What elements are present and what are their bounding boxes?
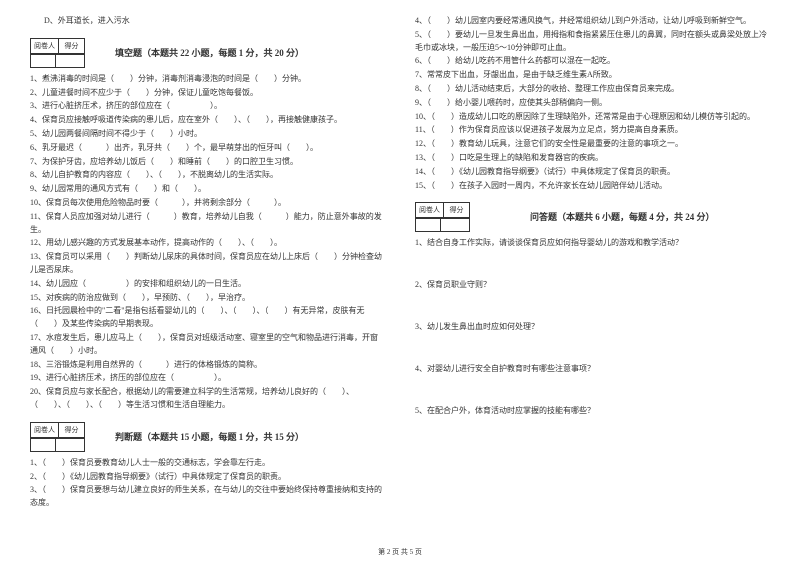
fill-item: 13、保育员可以采用（ ）判断幼儿尿床的具体时间，保育员应在幼儿上床后（ ）分钟… — [30, 251, 385, 277]
judge-title: 判断题（本题共 15 小题，每题 1 分，共 15 分） — [115, 430, 304, 443]
judge-item: 15、（ ）在孩子入园时一周内，不允许家长在幼儿园陪伴幼儿活动。 — [415, 180, 770, 193]
fill-item: 16、日托园晨检中的"二看"是指包括看婴幼儿的（ ）、（ ）、（ ）有无异常，皮… — [30, 305, 385, 331]
score-cell-empty — [441, 219, 466, 231]
score-label-score: 得分 — [59, 423, 84, 437]
score-cell-empty — [31, 55, 56, 67]
fill-item: 6、乳牙最迟（ ）出齐，乳牙共（ ）个，最早萌芽出的恒牙叫（ ）。 — [30, 142, 385, 155]
fill-blank-items: 1、煮沸消毒的时间是（ ）分钟，消毒剂消毒浸泡的时间是（ ）分钟。 2、儿童进餐… — [30, 73, 385, 412]
page-footer: 第 2 页 共 5 页 — [378, 547, 422, 557]
score-label-reviewer: 阅卷人 — [31, 39, 59, 53]
judge-item: 7、常常皮下出血，牙龈出血，是由于缺乏维生素A所致。 — [415, 69, 770, 82]
qa-item: 4、对婴幼儿进行安全自护教育时有哪些注意事项？ — [415, 363, 770, 375]
score-box-qa-empty — [415, 218, 470, 232]
fill-blank-title: 填空题（本题共 22 小题，每题 1 分，共 20 分） — [115, 46, 304, 59]
score-cell-empty — [56, 439, 81, 451]
fill-item: 9、幼儿园常用的通风方式有（ ）和（ ）。 — [30, 183, 385, 196]
qa-header: 阅卷人 得分 问答题（本题共 6 小题，每题 4 分，共 24 分） — [415, 202, 770, 232]
fill-item: 3、进行心脏挤压术，挤压的部位应在（ ）。 — [30, 100, 385, 113]
judge-item: 11、（ ）作为保育员应该以促进孩子发展为立足点，努力提高自身素质。 — [415, 124, 770, 137]
fill-item: 5、幼儿园两餐间隔时间不得少于（ ）小时。 — [30, 128, 385, 141]
qa-item: 3、幼儿发生鼻出血时应如何处理？ — [415, 321, 770, 333]
judge-item: 1、（ ）保育员要教育幼儿人士一般的交通标志，学会靠左行走。 — [30, 457, 385, 470]
fill-item: 17、水痘发生后，患儿应马上（ ），保育员对班级活动室、寝室里的空气和物品进行消… — [30, 332, 385, 358]
fill-blank-header: 阅卷人 得分 填空题（本题共 22 小题，每题 1 分，共 20 分） — [30, 38, 385, 68]
judge-header: 阅卷人 得分 判断题（本题共 15 小题，每题 1 分，共 15 分） — [30, 422, 385, 452]
qa-item: 1、结合自身工作实际，请谈谈保育员应如何指导婴幼儿的游戏和教学活动？ — [415, 237, 770, 249]
score-label-score: 得分 — [59, 39, 84, 53]
judge-item: 13、（ ）口吃是生理上的缺陷和发育器官的疾病。 — [415, 152, 770, 165]
score-cell-empty — [31, 439, 56, 451]
judge-items-right: 4、（ ）幼儿园室内要经常通风换气，并经常组织幼儿到户外活动，让幼儿呼吸到新鲜空… — [415, 15, 770, 192]
score-label-score: 得分 — [444, 203, 469, 217]
qa-title: 问答题（本题共 6 小题，每题 4 分，共 24 分） — [530, 210, 715, 223]
score-label-reviewer: 阅卷人 — [416, 203, 444, 217]
qa-items: 1、结合自身工作实际，请谈谈保育员应如何指导婴幼儿的游戏和教学活动？ 2、保育员… — [415, 237, 770, 417]
qa-item: 2、保育员职业守则？ — [415, 279, 770, 291]
option-d-text: D、外耳道长，进入污水 — [30, 15, 385, 28]
score-box-fill-empty — [30, 54, 85, 68]
judge-item: 8、（ ）幼儿活动结束后，大部分的收拾、整理工作应由保育员来完成。 — [415, 83, 770, 96]
score-label-reviewer: 阅卷人 — [31, 423, 59, 437]
fill-item: 8、幼儿自护教育的内容应（ ）、（ ），不脱离幼儿的生活实际。 — [30, 169, 385, 182]
judge-item: 12、（ ）教育幼儿玩具，注意它们的安全性是最重要的注意的事项之一。 — [415, 138, 770, 151]
judge-item: 6、（ ）给幼儿吃药不用管什么药都可以混在一起吃。 — [415, 55, 770, 68]
fill-item: 1、煮沸消毒的时间是（ ）分钟，消毒剂消毒浸泡的时间是（ ）分钟。 — [30, 73, 385, 86]
fill-item: 18、三浴锻炼是利用自然界的（ ）进行的体格锻炼的简称。 — [30, 359, 385, 372]
judge-item: 4、（ ）幼儿园室内要经常通风换气，并经常组织幼儿到户外活动，让幼儿呼吸到新鲜空… — [415, 15, 770, 28]
fill-item: 15、对疾病的防治应做到（ ），早预防、（ ），早治疗。 — [30, 292, 385, 305]
judge-items-left: 1、（ ）保育员要教育幼儿人士一般的交通标志，学会靠左行走。 2、（ ）《幼儿园… — [30, 457, 385, 510]
score-box-qa: 阅卷人 得分 — [415, 202, 470, 218]
fill-item: 12、用幼儿感兴趣的方式发展基本动作，提高动作的（ ）、（ ）。 — [30, 237, 385, 250]
judge-item: 9、（ ）给小婴儿喂药时，应使其头部稍偏向一侧。 — [415, 97, 770, 110]
score-box-judge: 阅卷人 得分 — [30, 422, 85, 438]
fill-item: 14、幼儿园应（ ）的安排和组织幼儿的一日生活。 — [30, 278, 385, 291]
fill-item: 11、保育人员应加强对幼儿进行（ ）教育，培养幼儿自我（ ）能力，防止意外事故的… — [30, 211, 385, 237]
judge-item: 14、（ ）《幼儿园教育指导纲要》（试行）中具体规定了保育员的职责。 — [415, 166, 770, 179]
judge-item: 2、（ ）《幼儿园教育指导纲要》（试行）中具体规定了保育员的职责。 — [30, 471, 385, 484]
score-box-judge-empty — [30, 438, 85, 452]
qa-item: 5、在配合户外，体育活动时应掌握的技能有哪些？ — [415, 405, 770, 417]
score-cell-empty — [56, 55, 81, 67]
fill-item: 20、保育员应与家长配合，根据幼儿的需要建立科学的生活常规，培养幼儿良好的（ ）… — [30, 386, 385, 412]
judge-item: 10、（ ）造成幼儿口吃的原因除了生理缺陷外，还常常是由于心理原因和幼儿模仿等引… — [415, 111, 770, 124]
score-cell-empty — [416, 219, 441, 231]
fill-item: 2、儿童进餐时间不应少于（ ）分钟，保证儿童吃饱每餐饭。 — [30, 87, 385, 100]
fill-item: 4、保育员应接触呼吸道传染病的患儿后，应在室外（ ）、（ ），再接触健康孩子。 — [30, 114, 385, 127]
judge-item: 3、（ ）保育员要想与幼儿建立良好的师生关系，在与幼儿的交往中要始终保持尊重接纳… — [30, 484, 385, 510]
fill-item: 7、为保护牙齿，应培养幼儿饭后（ ）和睡前（ ）的口腔卫生习惯。 — [30, 156, 385, 169]
judge-item: 5、（ ）要幼儿一旦发生鼻出血，用拇指和食指紧紧压住患儿的鼻翼，同时在额头或鼻梁… — [415, 29, 770, 55]
score-box-fill: 阅卷人 得分 — [30, 38, 85, 54]
fill-item: 10、保育员每次使用危险物品时要（ ），并将剩余部分（ ）。 — [30, 197, 385, 210]
fill-item: 19、进行心脏挤压术，挤压的部位应在（ ）。 — [30, 372, 385, 385]
